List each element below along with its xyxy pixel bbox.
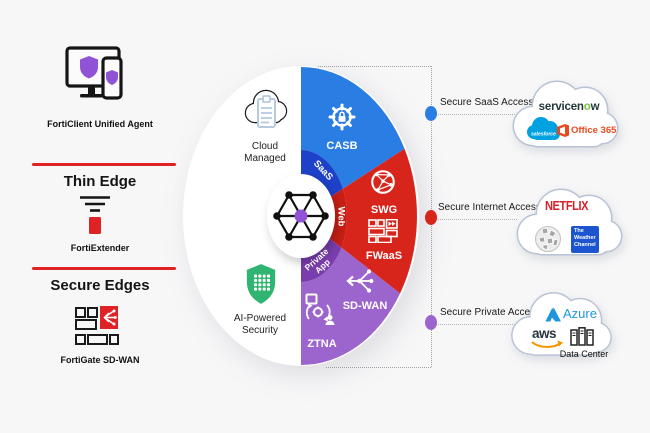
weather-channel-logo: The Weather Channel <box>571 226 599 253</box>
casb-gear-lock-icon <box>328 103 356 131</box>
cloud-outline <box>512 80 619 148</box>
cloud-outline <box>516 188 623 256</box>
private-cloud: Azure aws Data Center <box>504 280 618 368</box>
office365-label: Office 365 <box>571 125 617 136</box>
forticlient-device-icon <box>65 46 123 100</box>
saas-segment <box>301 150 343 199</box>
shield-icon <box>80 56 98 79</box>
sdwan-label: SD-WAN <box>342 300 388 312</box>
dashed-connector-internet <box>431 219 517 220</box>
fortigate-sdwan-icon <box>75 306 119 345</box>
azure-label: Azure <box>563 306 597 321</box>
datacenter-icon <box>570 327 594 346</box>
sase-wheel: Cloud Managed AI-Powered Security <box>141 56 461 376</box>
shield-icon <box>106 70 118 85</box>
swg-fwaas-segment <box>341 148 417 294</box>
dashed-connector-saas <box>431 114 517 115</box>
private-access-dot <box>425 315 437 330</box>
fortigate-sdwan-label: FortiGate SD-WAN <box>60 355 140 365</box>
svg-text:salesforce: salesforce <box>531 132 556 138</box>
cloud-managed-label: Cloud Managed <box>244 141 286 164</box>
swg-globe-icon <box>371 170 395 194</box>
secure-edges-heading: Secure Edges <box>50 277 150 294</box>
internet-access-label: Secure Internet Access <box>438 202 541 213</box>
datacenter-label: Data Center <box>559 349 609 359</box>
netflix-logo: NETFLIX <box>545 198 589 213</box>
saas-cloud: servicenow salesforce Office 365 <box>505 68 625 160</box>
thin-edge-heading: Thin Edge <box>63 173 137 190</box>
mesh-network-icon <box>273 191 329 241</box>
servicenow-logo: servicenow <box>538 101 600 113</box>
dashed-connector-top <box>318 66 431 67</box>
fwaas-label: FWaaS <box>365 250 403 262</box>
ztna-label: ZTNA <box>307 338 337 350</box>
casb-label: CASB <box>326 140 358 152</box>
office365-icon <box>557 124 569 137</box>
ai-security-shield-icon <box>246 264 276 304</box>
casb-segment <box>301 67 405 189</box>
cloud-managed-icon <box>244 89 288 128</box>
wikipedia-icon <box>535 226 561 252</box>
fwaas-firewall-icon <box>368 219 398 243</box>
salesforce-logo: salesforce <box>527 117 560 140</box>
swg-label: SWG <box>370 204 398 216</box>
azure-icon <box>545 307 561 322</box>
web-inner-label: Web <box>335 206 347 227</box>
private-app-segment <box>301 236 342 282</box>
private-access-label: Secure Private Access <box>440 307 541 318</box>
secure-edges-divider <box>32 267 176 270</box>
dashed-connector-bottom <box>326 367 431 368</box>
dashed-connector-private <box>431 324 517 325</box>
forticlient-label: FortiClient Unified Agent <box>47 119 153 129</box>
aws-swoosh-icon <box>531 340 563 348</box>
fortiextender-label: FortiExtender <box>70 243 130 253</box>
fortiextender-icon <box>80 196 110 234</box>
saas-access-dot <box>425 106 437 121</box>
sdwan-branch-icon <box>346 269 374 293</box>
sdwan-ztna-segment <box>301 247 401 365</box>
thin-edge-divider <box>32 163 176 166</box>
ztna-icon <box>305 293 335 325</box>
internet-cloud: NETFLIX The Weather Channel <box>507 176 631 268</box>
saas-access-label: Secure SaaS Access <box>440 97 534 108</box>
ai-security-label: AI-Powered Security <box>233 313 287 336</box>
internet-access-dot <box>425 210 437 225</box>
aws-label: aws <box>532 326 557 341</box>
wheel-graphic <box>183 66 419 366</box>
